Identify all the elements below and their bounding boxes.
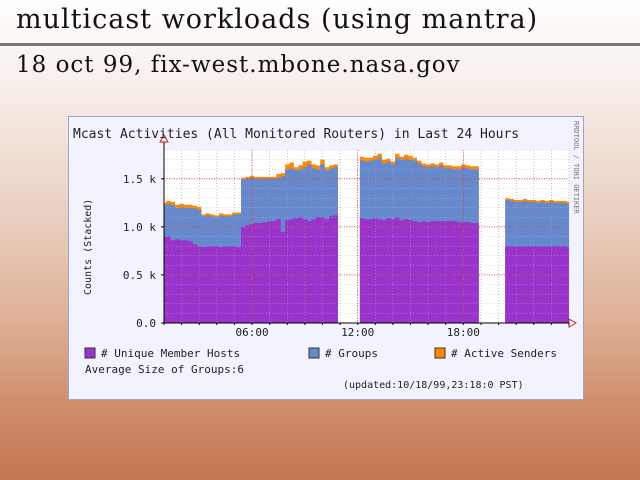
legend-label-senders: # Active Senders (451, 347, 557, 360)
y-tick-label: 1.5 k (123, 173, 156, 186)
legend-swatch-senders (434, 347, 446, 359)
y-tick-labels: 0.0 0.5 k 1.0 k 1.5 k (123, 173, 156, 330)
updated-timestamp: (updated:10/18/99,23:18:0 PST) (343, 380, 524, 391)
chart-panel: Mcast Activities (All Monitored Routers)… (68, 116, 584, 400)
x-tick-label: 18:00 (447, 326, 480, 339)
legend-label-hosts: # Unique Member Hosts (101, 347, 240, 360)
x-tick-label: 06:00 (235, 326, 268, 339)
legend-label-groups: # Groups (325, 347, 378, 360)
axes (159, 133, 578, 328)
title-divider (0, 43, 640, 46)
y-tick-label: 0.5 k (123, 269, 156, 282)
activity-chart: Mcast Activities (All Monitored Routers)… (73, 121, 580, 391)
grid-lines (163, 149, 570, 324)
y-tick-label: 0.0 (136, 317, 156, 330)
area-hosts (505, 246, 569, 323)
legend-swatch-hosts (84, 347, 96, 359)
area-hosts (359, 217, 479, 323)
legend-swatch-groups (308, 347, 320, 359)
x-tick-label: 12:00 (341, 326, 374, 339)
y-tick-label: 1.0 k (123, 221, 156, 234)
legend: # Unique Member Hosts # Groups # Active … (84, 347, 557, 360)
slide-subtitle: 18 oct 99, fix-west.mbone.nasa.gov (16, 52, 461, 78)
chart-title: Mcast Activities (All Monitored Routers)… (73, 127, 519, 142)
stacked-areas (164, 153, 569, 323)
x-tick-labels: 06:00 12:00 18:00 (235, 326, 479, 339)
x-axis-arrow (568, 318, 578, 328)
y-axis-arrow (159, 133, 169, 143)
average-group-size: Average Size of Groups:6 (85, 363, 244, 376)
area-hosts (164, 215, 338, 323)
chart-side-credit: RRDTOOL / TOBI OETIKER (572, 121, 580, 215)
slide-title: multicast workloads (using mantra) (16, 4, 539, 35)
y-axis-label: Counts (Stacked) (83, 199, 94, 295)
